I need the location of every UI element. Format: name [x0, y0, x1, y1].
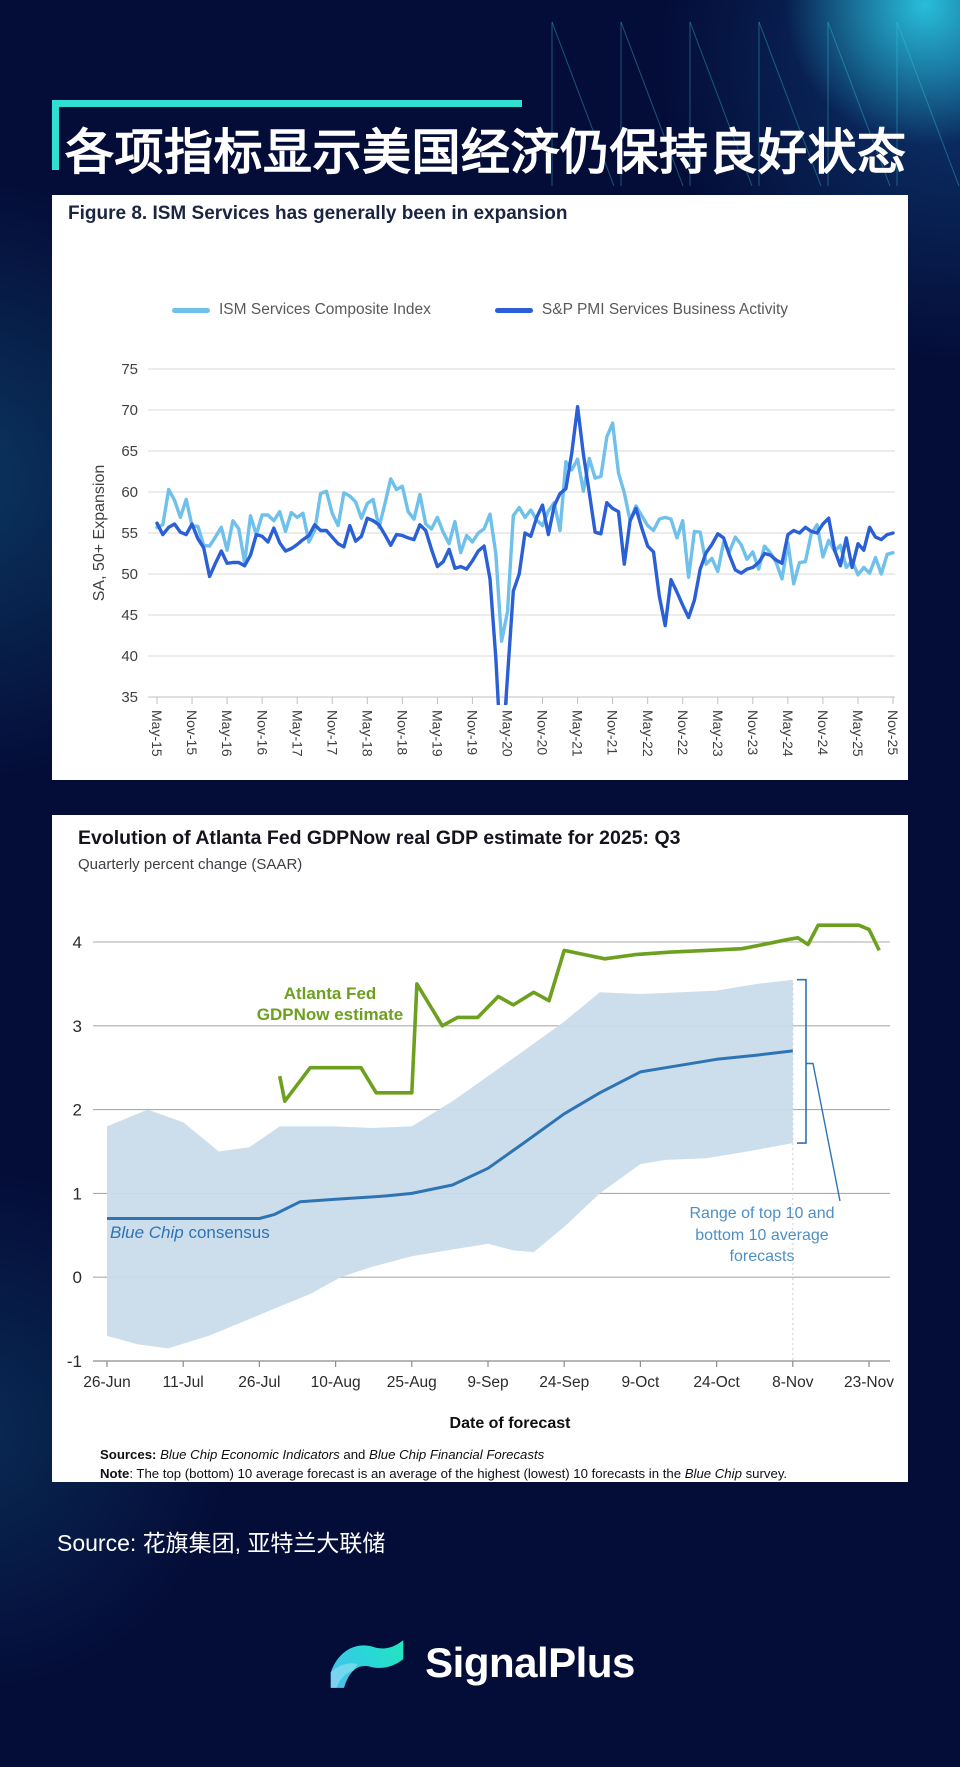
svg-text:Nov-18: Nov-18 — [394, 710, 410, 755]
svg-text:Nov-19: Nov-19 — [465, 710, 481, 755]
svg-text:9-Sep: 9-Sep — [467, 1374, 508, 1391]
chart2-xaxis-title: Date of forecast — [449, 1415, 571, 1432]
svg-text:65: 65 — [121, 443, 138, 460]
svg-text:0: 0 — [73, 1268, 82, 1287]
svg-text:Nov-15: Nov-15 — [184, 710, 200, 755]
svg-text:10-Aug: 10-Aug — [311, 1374, 361, 1391]
svg-text:3: 3 — [73, 1017, 82, 1036]
svg-text:55: 55 — [121, 525, 138, 542]
svg-text:Nov-21: Nov-21 — [605, 710, 621, 755]
title-accent-bar-left — [52, 100, 59, 170]
svg-text:23-Nov: 23-Nov — [844, 1374, 894, 1391]
svg-text:26-Jul: 26-Jul — [238, 1374, 280, 1391]
svg-text:24-Sep: 24-Sep — [539, 1374, 589, 1391]
gdpnow-chart-panel: Evolution of Atlanta Fed GDPNow real GDP… — [52, 815, 908, 1482]
svg-text:May-18: May-18 — [359, 710, 375, 757]
svg-text:50: 50 — [121, 566, 138, 583]
chart2-methodology-note: Note: The top (bottom) 10 average foreca… — [100, 1466, 788, 1481]
svg-text:May-16: May-16 — [219, 710, 235, 757]
ism-services-chart-panel: Figure 8. ISM Services has generally bee… — [52, 195, 908, 780]
svg-text:May-19: May-19 — [429, 710, 445, 757]
legend-item-sp-pmi: S&P PMI Services Business Activity — [494, 301, 788, 319]
svg-text:Nov-25: Nov-25 — [885, 710, 901, 755]
svg-text:60: 60 — [121, 484, 138, 501]
chart1-legend: ISM Services Composite Index S&P PMI Ser… — [52, 301, 908, 319]
annotation-forecast-range: Range of top 10 and bottom 10 average fo… — [689, 1205, 835, 1265]
svg-text:70: 70 — [121, 402, 138, 419]
svg-text:May-15: May-15 — [149, 710, 165, 757]
legend-item-ism: ISM Services Composite Index — [172, 301, 431, 319]
chart2-sources-note: Sources: Blue Chip Economic Indicators a… — [100, 1447, 545, 1462]
svg-text:40: 40 — [121, 648, 138, 665]
title-accent-bar-top — [52, 100, 522, 107]
svg-text:75: 75 — [121, 361, 138, 378]
svg-text:May-23: May-23 — [710, 710, 726, 757]
svg-text:45: 45 — [121, 607, 138, 624]
legend-label-sp-pmi: S&P PMI Services Business Activity — [541, 301, 788, 318]
page-title: 各项指标显示美国经济仍保持良好状态 — [65, 126, 907, 180]
svg-text:8-Nov: 8-Nov — [772, 1374, 814, 1391]
svg-text:26-Jun: 26-Jun — [83, 1374, 130, 1391]
signalplus-wordmark: SignalPlus — [425, 1639, 635, 1686]
chart2-subtitle: Quarterly percent change (SAAR) — [78, 856, 303, 873]
signalplus-logo: SignalPlus — [0, 1632, 960, 1694]
svg-text:Nov-23: Nov-23 — [745, 710, 761, 755]
signalplus-wave-icon — [330, 1640, 404, 1688]
svg-text:May-25: May-25 — [850, 710, 866, 757]
source-attribution: Source: 花旗集团, 亚特兰大联储 — [57, 1530, 386, 1556]
gdpnow-line-chart: 4 3 2 1 0 -126-Jun 11-Jul 26-Jul 10-Aug 25-Aug 9-S… — [67, 923, 894, 1391]
svg-text:Nov-16: Nov-16 — [254, 710, 270, 755]
ism-services-line-chart: 75 70 65 60 55 50 45 40 35 May-15 Nov-15 May-16 Nov-… — [91, 361, 901, 757]
page-header: 各项指标显示美国经济仍保持良好状态 — [52, 100, 908, 184]
background-triangles-decoration — [551, 21, 960, 187]
svg-text:11-Jul: 11-Jul — [163, 1374, 204, 1391]
chart2-title: Evolution of Atlanta Fed GDPNow real GDP… — [78, 827, 681, 849]
chart1-title: Figure 8. ISM Services has generally bee… — [68, 203, 568, 224]
svg-text:2: 2 — [73, 1101, 82, 1120]
svg-text:9-Oct: 9-Oct — [621, 1374, 660, 1391]
svg-text:35: 35 — [121, 689, 138, 706]
svg-text:May-24: May-24 — [780, 710, 796, 757]
sp-pmi-line-swatch — [494, 307, 533, 313]
svg-text:SA, 50+ Expansion: SA, 50+ Expansion — [91, 465, 108, 602]
svg-text:25-Aug: 25-Aug — [387, 1374, 437, 1391]
svg-text:May-22: May-22 — [640, 710, 656, 757]
svg-text:May-17: May-17 — [289, 710, 305, 757]
legend-label-ism: ISM Services Composite Index — [219, 301, 431, 318]
svg-text:Nov-17: Nov-17 — [324, 710, 340, 755]
svg-text:May-21: May-21 — [570, 710, 586, 757]
svg-text:Nov-24: Nov-24 — [815, 710, 831, 755]
svg-text:Nov-22: Nov-22 — [675, 710, 691, 755]
svg-text:24-Oct: 24-Oct — [693, 1374, 740, 1391]
svg-text:4: 4 — [73, 933, 82, 952]
annotation-blue-chip-consensus: Blue Chip consensus — [110, 1223, 270, 1242]
annotation-gdpnow-estimate: Atlanta Fed GDPNow estimate — [256, 984, 404, 1024]
svg-text:1: 1 — [73, 1184, 82, 1203]
ism-line-swatch — [172, 307, 210, 313]
svg-text:May-20: May-20 — [500, 710, 516, 757]
svg-text:Nov-20: Nov-20 — [535, 710, 551, 755]
svg-text:-1: -1 — [67, 1352, 82, 1371]
